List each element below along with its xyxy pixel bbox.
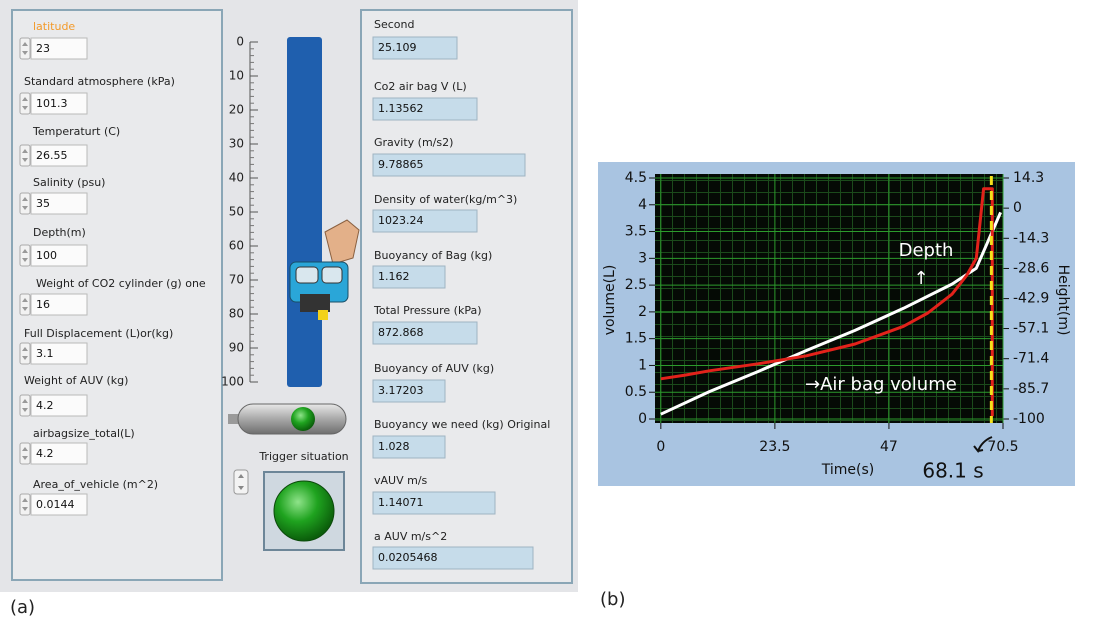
spinner[interactable] [20, 145, 30, 166]
y-tick-label: 4.5 [625, 170, 647, 186]
output-label: Buoyancy we need (kg) Original [374, 418, 550, 431]
spinner[interactable] [20, 245, 30, 266]
y2-tick-label: -28.6 [1013, 260, 1049, 276]
output-value: 25.109 [378, 41, 417, 54]
input-value: 4.2 [36, 447, 54, 460]
depth-tick-label: 50 [229, 205, 244, 219]
x-axis-label: Time(s) [821, 462, 874, 478]
input-value: 26.55 [36, 149, 68, 162]
series-annotation: Depth [899, 240, 954, 261]
y2-axis-label: Height(m) [1055, 265, 1071, 336]
caption: (a) [10, 597, 35, 618]
page: {"panel_a": { "caption": "(a)", "inputs"… [0, 0, 1109, 629]
caption: (b) [600, 589, 625, 610]
depth-tick-label: 0 [236, 35, 244, 49]
input-value: 3.1 [36, 347, 54, 360]
y2-tick-label: -14.3 [1013, 230, 1049, 246]
spinner[interactable] [20, 343, 30, 364]
output-value: 872.868 [378, 326, 424, 339]
depth-tick-label: 90 [229, 341, 244, 355]
input-label: Full Displacement (L)or(kg) [24, 327, 173, 340]
output-label: a AUV m/s^2 [374, 530, 447, 543]
spinner[interactable] [20, 38, 30, 59]
y-axis-label: volume(L) [602, 265, 618, 336]
output-label: Total Pressure (kPa) [373, 304, 482, 317]
input-value: 101.3 [36, 97, 68, 110]
y-tick-label: 4 [638, 197, 647, 213]
depth-tick-label: 60 [229, 239, 244, 253]
y-tick-label: 2 [638, 304, 647, 320]
x-tick-label: 0 [656, 439, 665, 455]
cylinder-indicator [291, 407, 315, 431]
input-label: Temperaturt (C) [32, 125, 120, 138]
y2-tick-label: -85.7 [1013, 381, 1049, 397]
series-annotation: →Air bag volume [805, 374, 957, 395]
spinner[interactable] [20, 294, 30, 315]
output-value: 1.162 [378, 270, 410, 283]
y-tick-label: 1.5 [625, 331, 647, 347]
depth-tick-label: 20 [229, 103, 244, 117]
y2-tick-label: -57.1 [1013, 321, 1049, 337]
input-value: 0.0144 [36, 498, 75, 511]
x-tick-label: 70.5 [987, 439, 1018, 455]
spinner[interactable] [20, 93, 30, 114]
y-tick-label: 0.5 [625, 384, 647, 400]
screenshot: (a)latitude23Standard atmosphere (kPa)10… [0, 0, 1109, 629]
output-value: 3.17203 [378, 384, 424, 397]
spinner[interactable] [20, 494, 30, 515]
y-tick-label: 0 [638, 411, 647, 427]
output-value: 1.14071 [378, 496, 424, 509]
y-tick-label: 3 [638, 250, 647, 266]
output-label: Gravity (m/s2) [374, 136, 453, 149]
output-value: 1.028 [378, 440, 410, 453]
input-value: 35 [36, 197, 50, 210]
spinner[interactable] [20, 395, 30, 416]
x-tick-label: 47 [880, 439, 898, 455]
input-label: Weight of CO2 cylinder (g) one [36, 277, 206, 290]
spinner[interactable] [20, 443, 30, 464]
input-value: 100 [36, 249, 57, 262]
depth-tick-label: 70 [229, 273, 244, 287]
y2-tick-label: 14.3 [1013, 170, 1044, 186]
output-label: Co2 air bag V (L) [374, 80, 467, 93]
depth-arrow: ↑ [913, 268, 928, 289]
y2-tick-label: 0 [1013, 200, 1022, 216]
depth-tick-label: 40 [229, 171, 244, 185]
output-label: Buoyancy of AUV (kg) [374, 362, 494, 375]
input-label: Depth(m) [33, 226, 86, 239]
output-label: Density of water(kg/m^3) [374, 193, 517, 206]
trigger-label: Trigger situation [258, 450, 348, 463]
y2-tick-label: -42.9 [1013, 291, 1049, 307]
input-label: Weight of AUV (kg) [24, 374, 128, 387]
depth-tick-label: 10 [229, 69, 244, 83]
output-label: vAUV m/s [374, 474, 428, 487]
input-label: Salinity (psu) [33, 176, 105, 189]
input-label: airbagsize_total(L) [33, 427, 135, 440]
input-value: 16 [36, 298, 50, 311]
y2-tick-label: -71.4 [1013, 351, 1049, 367]
output-value: 0.0205468 [378, 551, 438, 564]
input-label: Area_of_vehicle (m^2) [33, 478, 158, 491]
depth-slider[interactable] [287, 37, 322, 387]
input-value: 23 [36, 42, 50, 55]
depth-tick-label: 100 [221, 375, 244, 389]
y-tick-label: 3.5 [625, 224, 647, 240]
y2-tick-label: -100 [1013, 411, 1045, 427]
x-tick-label: 23.5 [759, 439, 790, 455]
y-tick-label: 2.5 [625, 277, 647, 293]
output-value: 1.13562 [378, 102, 424, 115]
output-value: 1023.24 [378, 214, 424, 227]
output-value: 9.78865 [378, 158, 424, 171]
depth-tick-label: 30 [229, 137, 244, 151]
marker-label: 68.1 s [922, 459, 983, 483]
co2-cylinder [228, 404, 346, 434]
input-label: Standard atmosphere (kPa) [24, 75, 175, 88]
spinner[interactable] [20, 193, 30, 214]
output-label: Second [374, 18, 414, 31]
input-label: latitude [33, 20, 75, 33]
depth-tick-label: 80 [229, 307, 244, 321]
input-value: 4.2 [36, 399, 54, 412]
output-label: Buoyancy of Bag (kg) [374, 249, 492, 262]
y-tick-label: 1 [638, 357, 647, 373]
